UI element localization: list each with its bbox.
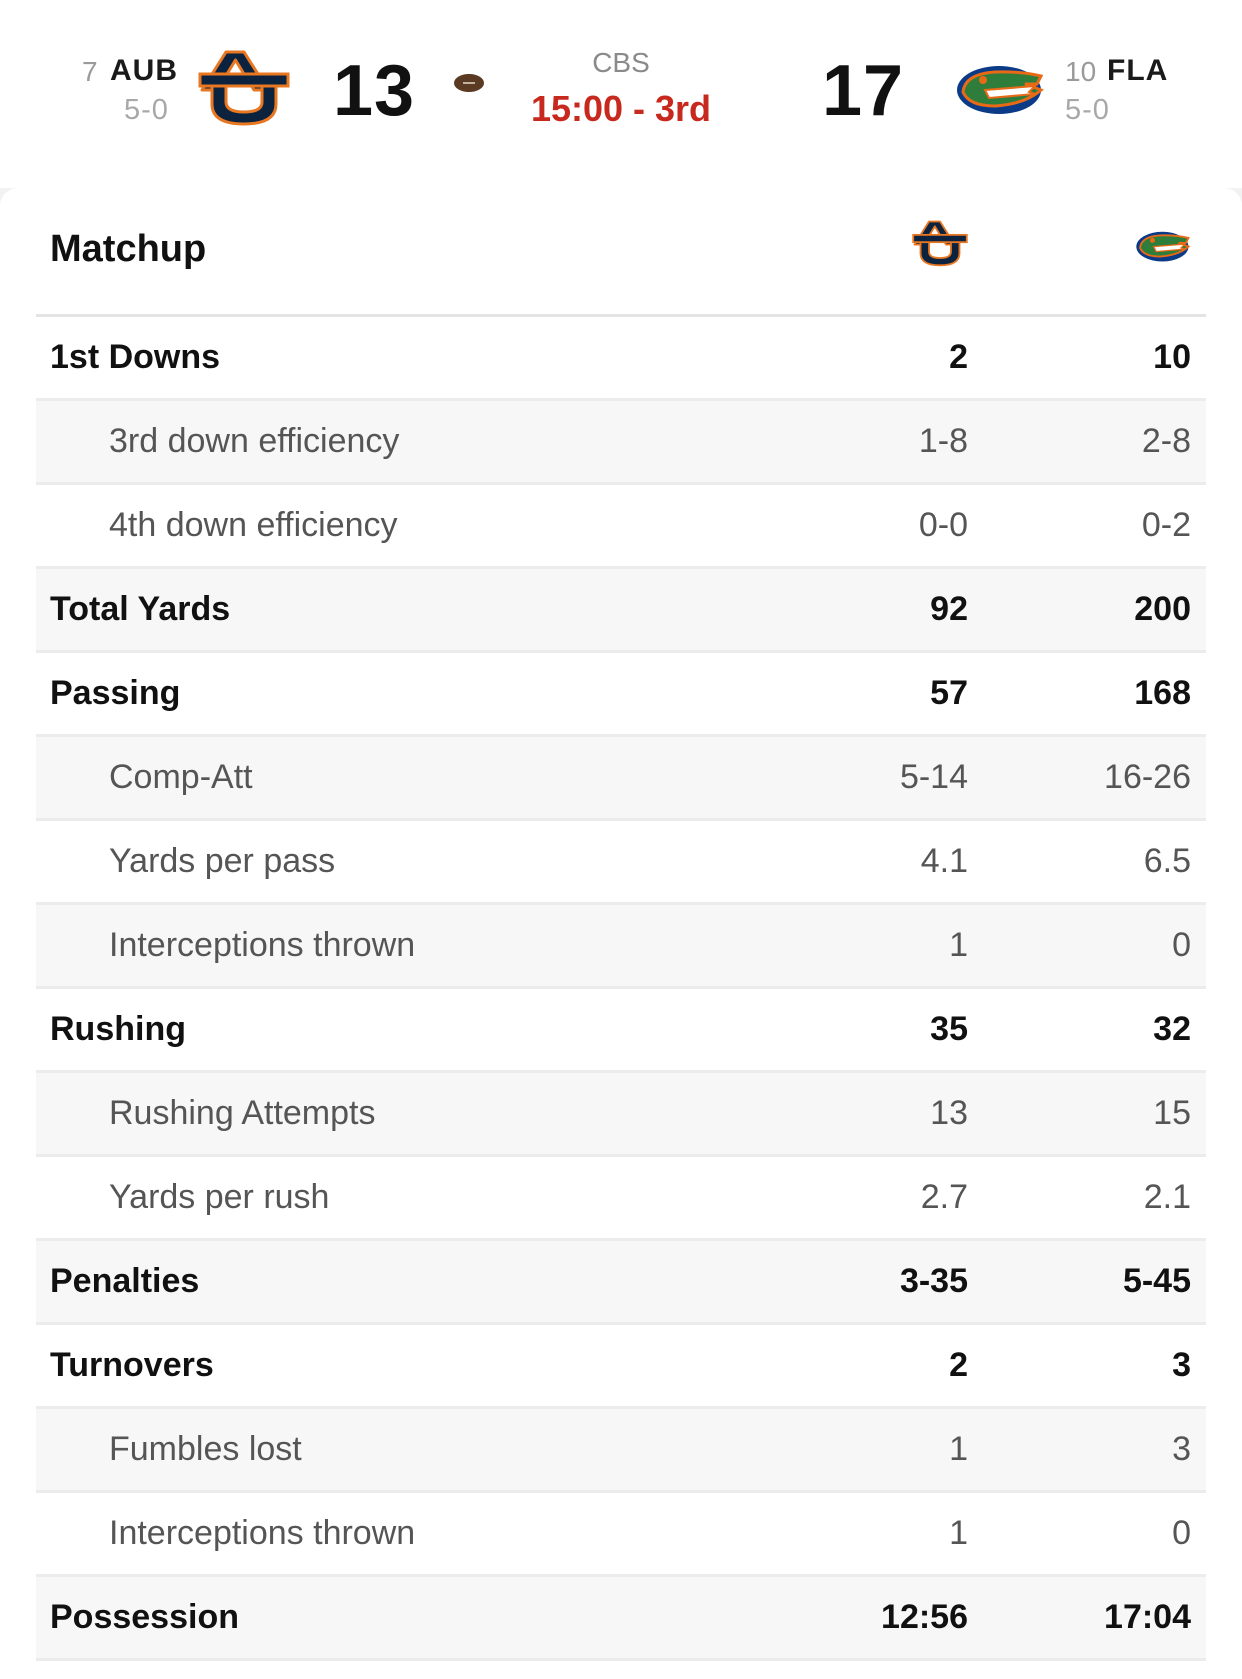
away-rank: 7 [82,56,98,87]
stat-row: Penalties 3-35 5-45 [36,1241,1206,1325]
scoreboard-header: 7 AUB 5-0 13 CBS 15:00 - 3rd 17 10 FLA 5… [0,0,1242,188]
away-stat-value: 2.7 [920,1178,968,1216]
stat-row: Total Yards 92 200 [36,569,1206,653]
florida-column-logo-icon [1136,231,1191,262]
stat-label: Rushing Attempts [109,1094,376,1132]
home-score: 17 [822,51,905,131]
home-stat-value: 6.5 [1143,842,1191,880]
matchup-card: Matchup 1st Downs 2 10 3rd down efficiency 1… [0,188,1242,1679]
stat-row: 4th down efficiency 0-0 0-2 [36,485,1206,569]
away-stat-value: 1-8 [918,422,968,460]
stat-label: 4th down efficiency [109,506,398,544]
stat-label: Comp-Att [109,758,253,796]
stat-label: 1st Downs [50,338,221,376]
stat-row: Yards per rush 2.7 2.1 [36,1157,1206,1241]
stat-row: Interceptions thrown 1 0 [36,1493,1206,1577]
home-abbr: FLA [1107,54,1169,87]
stat-row: Possession 12:56 17:04 [36,1577,1206,1661]
stat-row: Rushing Attempts 13 15 [36,1073,1206,1157]
home-stat-value: 0-2 [1141,506,1191,544]
away-score: 13 [333,51,416,131]
home-record: 5-0 [1065,94,1110,126]
away-stat-value: 12:56 [881,1598,968,1636]
stat-label: Yards per pass [109,842,336,880]
away-abbr: AUB [110,54,178,87]
stat-label: Passing [50,674,181,712]
stat-row: Fumbles lost 1 3 [36,1409,1206,1493]
away-record: 5-0 [124,94,169,126]
stat-label: Fumbles lost [109,1430,302,1468]
home-stat-value: 2.1 [1143,1178,1191,1216]
home-stat-value: 17:04 [1104,1598,1191,1636]
home-stat-value: 3 [1172,1430,1191,1468]
stat-label: Total Yards [50,590,231,628]
stat-row: Comp-Att 5-14 16-26 [36,737,1206,821]
away-stat-value: 13 [930,1094,968,1132]
away-stat-value: 57 [930,674,968,712]
home-stat-value: 10 [1153,338,1191,376]
header-divider [36,314,1206,317]
stat-row: Yards per pass 4.1 6.5 [36,821,1206,905]
stat-row: Passing 57 168 [36,653,1206,737]
football-icon [454,74,484,92]
away-stat-value: 5-14 [899,758,968,796]
stat-label: Possession [50,1598,239,1636]
stat-label: Interceptions thrown [109,926,416,964]
home-stat-value: 0 [1172,1514,1191,1552]
stat-label: Rushing [50,1010,186,1048]
stat-row: 3rd down efficiency 1-8 2-8 [36,401,1206,485]
stat-row: Interceptions thrown 1 0 [36,905,1206,989]
stat-label: Yards per rush [109,1178,330,1216]
away-stat-value: 2 [949,1346,968,1384]
tv-network: CBS [592,47,650,78]
home-stat-value: 168 [1134,674,1191,712]
home-stat-value: 32 [1153,1010,1191,1048]
stat-label: Interceptions thrown [109,1514,416,1552]
home-stat-value: 15 [1153,1094,1191,1132]
away-stat-value: 35 [930,1010,968,1048]
home-stat-value: 3 [1172,1346,1191,1384]
away-stat-value: 2 [949,338,968,376]
auburn-logo-icon[interactable] [198,50,290,128]
stat-row: Turnovers 2 3 [36,1325,1206,1409]
stat-label: 3rd down efficiency [109,422,400,460]
game-clock: 15:00 - 3rd [530,88,712,129]
stats-table: 1st Downs 2 10 3rd down efficiency 1-8 2-8 4th… [36,317,1206,1661]
away-stat-value: 1 [949,1430,968,1468]
florida-gator-logo-icon[interactable] [955,60,1045,118]
away-stat-value: 92 [930,590,968,628]
away-stat-value: 1 [949,1514,968,1552]
home-stat-value: 200 [1134,590,1191,628]
stat-row: 1st Downs 2 10 [36,317,1206,401]
home-stat-value: 5-45 [1122,1262,1191,1300]
home-stat-value: 16-26 [1104,758,1191,796]
away-stat-value: 4.1 [920,842,968,880]
matchup-title: Matchup [50,228,207,270]
auburn-column-logo-icon [912,220,968,267]
home-rank: 10 [1065,56,1097,87]
stat-label: Turnovers [50,1346,214,1384]
matchup-header: Matchup [0,188,1242,316]
away-stat-value: 1 [949,926,968,964]
stat-label: Penalties [50,1262,200,1300]
home-stat-value: 2-8 [1141,422,1191,460]
home-stat-value: 0 [1172,926,1191,964]
stat-row: Rushing 35 32 [36,989,1206,1073]
away-stat-value: 3-35 [899,1262,968,1300]
away-stat-value: 0-0 [918,506,968,544]
